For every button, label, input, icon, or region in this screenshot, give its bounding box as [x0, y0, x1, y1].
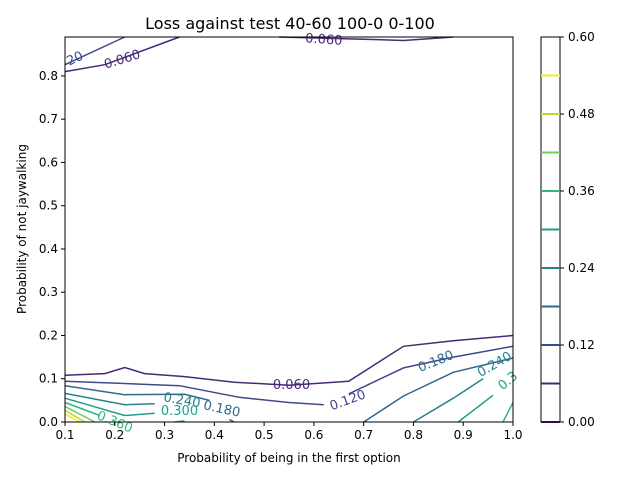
y-axis-ticks: 0.0 0.1 0.2 0.3 0.4 0.5 0.6 0.7 0.8	[39, 69, 65, 429]
contour-lines	[64, 36, 514, 423]
contour-line-8	[363, 357, 514, 423]
x-tick-label-6: 0.7	[354, 428, 373, 442]
y-tick-label-2: 0.2	[39, 328, 58, 342]
contour-line-12	[457, 394, 494, 423]
contour-line-0	[64, 36, 180, 73]
chart-title: Loss against test 40-60 100-0 0-100	[145, 14, 435, 33]
y-tick-label-0: 0.0	[39, 415, 58, 429]
contour-line-3	[64, 334, 514, 386]
contour-line-9	[64, 392, 155, 406]
x-tick-label-2: 0.3	[155, 428, 174, 442]
colorbar-tick-label-4: 0.48	[568, 107, 595, 121]
colorbar-tick-label-0: 0.00	[568, 415, 595, 429]
x-axis-label: Probability of being in the first option	[177, 451, 400, 465]
contour-line-11	[64, 397, 155, 417]
contour-label-9: 0.300	[161, 404, 198, 419]
colorbar-tick-label-1: 0.12	[568, 338, 595, 352]
colorbar-ticks: 0.00 0.12 0.24 0.36 0.48 0.60	[560, 30, 595, 429]
colorbar: 0.00 0.12 0.24 0.36 0.48 0.60	[540, 30, 595, 429]
plot-background	[65, 37, 513, 422]
contour-line-17	[64, 409, 86, 423]
contour-line-5	[348, 345, 514, 395]
x-tick-label-9: 1.0	[503, 428, 522, 442]
colorbar-tick-label-2: 0.24	[568, 261, 595, 275]
x-tick-label-8: 0.9	[454, 428, 473, 442]
x-tick-label-1: 0.2	[105, 428, 124, 442]
contour-line-13	[64, 401, 101, 417]
colorbar-tick-label-5: 0.60	[568, 30, 595, 44]
contour-line-2	[64, 36, 126, 66]
contour-line-1	[278, 36, 454, 42]
contour-label-3: 0.060	[273, 378, 310, 393]
contour-line-10	[413, 378, 484, 423]
y-tick-label-4: 0.4	[39, 242, 58, 256]
x-axis-ticks: 0.1 0.2 0.3 0.4 0.5 0.6 0.7 0.8 0.9 1.0	[55, 422, 523, 442]
contour-line-6	[64, 384, 210, 402]
contour-line-18	[64, 413, 81, 423]
y-axis-label: Probability of not jaywalking	[15, 144, 29, 314]
x-tick-label-5: 0.6	[304, 428, 323, 442]
y-tick-label-8: 0.8	[39, 69, 58, 83]
x-tick-label-3: 0.4	[205, 428, 224, 442]
y-tick-label-7: 0.7	[39, 112, 58, 126]
y-tick-label-5: 0.5	[39, 199, 58, 213]
contour-line-16	[64, 405, 96, 423]
plot-frame	[64, 36, 514, 423]
contour-label-7: 0.240	[162, 390, 201, 411]
colorbar-level-lines	[541, 74, 560, 423]
y-tick-label-3: 0.3	[39, 285, 58, 299]
contour-label-1: 0.060	[305, 31, 343, 49]
x-tick-label-0: 0.1	[55, 428, 74, 442]
plot-area: 0.0600.060200.0600.1200.1800.1800.2400.2…	[64, 31, 521, 436]
contour-label-2: 20	[64, 49, 85, 70]
colorbar-tick-label-3: 0.36	[568, 184, 595, 198]
contour-line-4	[64, 380, 324, 406]
contour-line-15	[502, 402, 514, 423]
y-tick-label-6: 0.6	[39, 155, 58, 169]
y-tick-label-1: 0.1	[39, 372, 58, 386]
x-tick-label-7: 0.8	[404, 428, 423, 442]
x-tick-label-4: 0.5	[255, 428, 274, 442]
